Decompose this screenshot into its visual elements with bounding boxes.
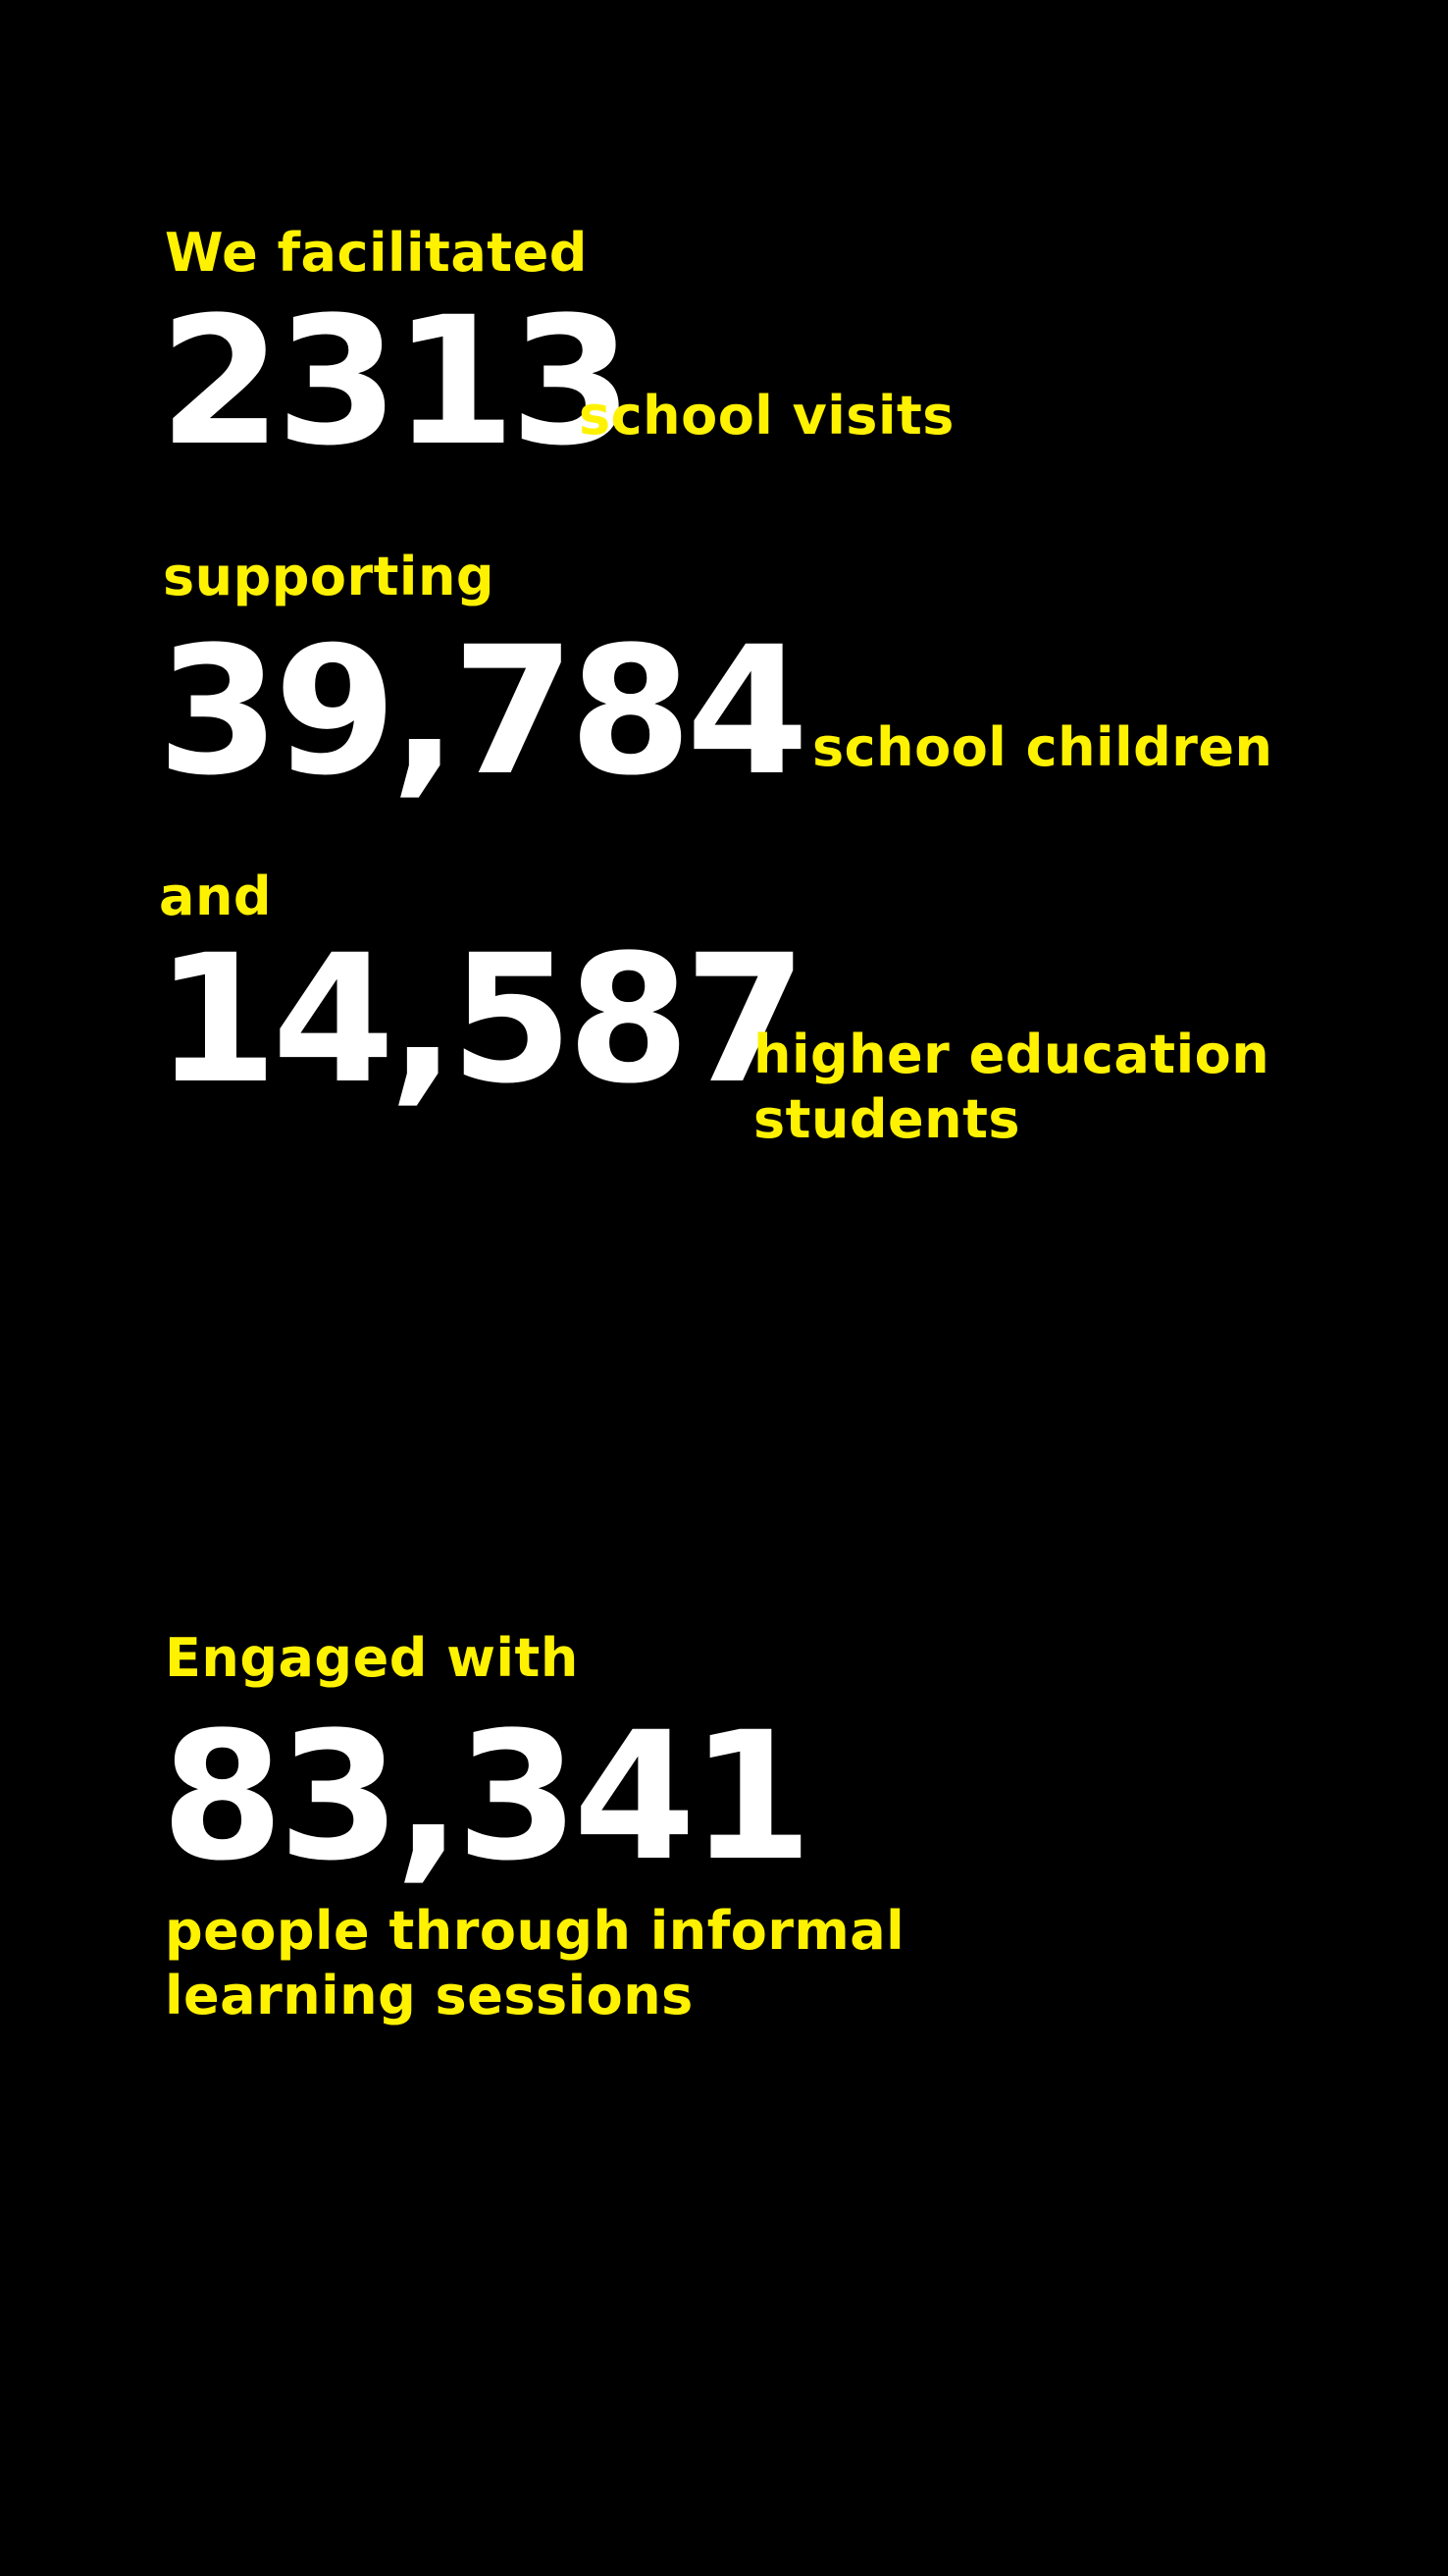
students-label-line2: students xyxy=(753,1088,1021,1150)
engaged-label-line1: people through informal xyxy=(165,1900,905,1962)
visits-intro-text: We facilitated xyxy=(165,222,588,284)
visits-number: 2313 xyxy=(159,280,633,485)
students-number: 14,587 xyxy=(155,918,807,1123)
children-label: school children xyxy=(812,716,1273,778)
students-intro-text: and xyxy=(159,866,273,927)
engaged-number: 83,341 xyxy=(161,1695,813,1900)
students-label-line1: higher education xyxy=(753,1024,1270,1085)
visits-label: school visits xyxy=(579,385,955,447)
children-intro-text: supporting xyxy=(163,546,495,607)
children-number: 39,784 xyxy=(157,609,809,815)
engaged-label-line2: learning sessions xyxy=(165,1965,694,2026)
engaged-intro-text: Engaged with xyxy=(165,1627,579,1689)
